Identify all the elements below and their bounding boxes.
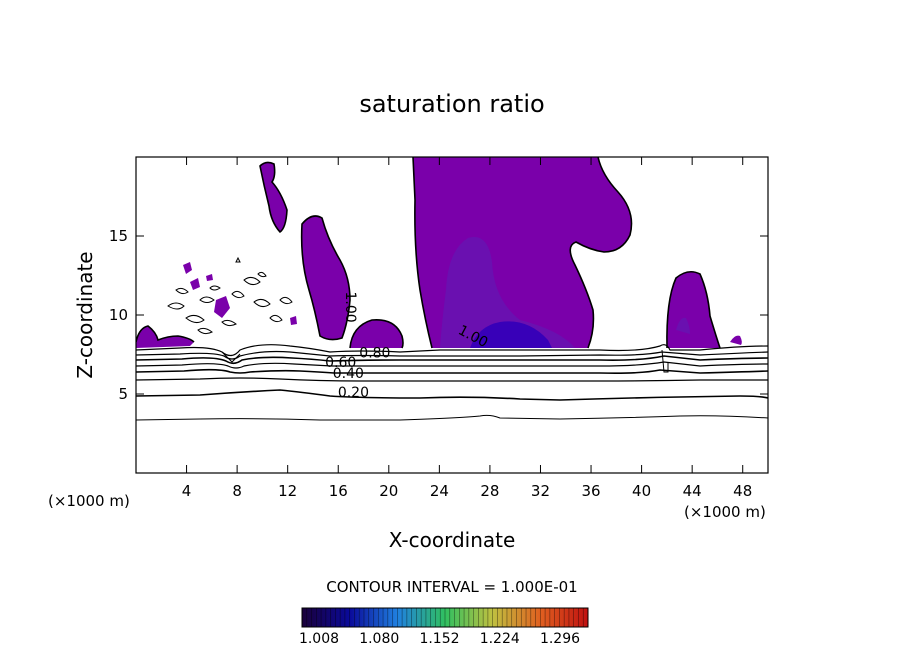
cloudlet [183,262,192,274]
supersaturated-region-small-east [730,335,742,345]
contour-label: 0.40 [333,366,364,382]
x-tick-label: 44 [683,482,702,500]
contour-label: 0.80 [359,346,390,362]
x-tick-label: 12 [278,482,297,500]
inner-core-east [676,317,690,334]
inner-core-dark [470,321,552,348]
y-tick-label: 15 [109,227,128,245]
x-tick-label: 48 [733,482,752,500]
y-axis-label: Z-coordinate [73,251,97,378]
x-tick-label: 8 [232,482,242,500]
x-tick-label: 40 [632,482,651,500]
contour-label: 0.20 [338,385,369,401]
cloudlet [190,278,200,290]
x-tick-label: 36 [581,482,600,500]
x-tick-label: 28 [480,482,499,500]
x-tick-label: 24 [430,482,449,500]
contour-interval-label: CONTOUR INTERVAL = 1.000E-01 [326,578,577,596]
plot-area: 1.001.000.800.600.400.20 4 8 12 16 20 24 28 32 3… [109,156,769,500]
x-tick-label: 20 [379,482,398,500]
supersaturated-region-tower [301,216,350,340]
supersaturated-region-plume [260,162,287,232]
x-tick-label: 4 [182,482,192,500]
inner-core-light [440,237,575,348]
cloudlet [290,316,297,325]
colorbar-tick-label: 1.080 [359,631,399,647]
contour-label: 0.60 [325,355,356,371]
cloudlet [214,296,230,318]
chart-title: saturation ratio [359,90,544,118]
y-tick-label: 5 [118,385,128,403]
x-unit-left: (×1000 m) [48,492,130,510]
y-tick-label: 10 [109,306,128,324]
x-tick-label: 32 [531,482,550,500]
x-unit-right: (×1000 m) [684,503,766,521]
contour-label: 1.00 [342,292,358,323]
x-axis-label: X-coordinate [389,528,516,552]
supersaturated-region-west [136,326,194,348]
colorbar-tick-label: 1.224 [480,631,520,647]
x-tick-label: 16 [329,482,348,500]
colorbar-tick-label: 1.152 [419,631,459,647]
supersaturated-region-dome [350,319,403,348]
contour-fields [136,157,768,421]
colorbar-tick-label: 1.008 [299,631,339,647]
colorbar: 1.008 1.080 1.152 1.224 1.296 [299,607,589,647]
colorbar-tick-label: 1.296 [540,631,580,647]
cloudlet [206,274,213,281]
